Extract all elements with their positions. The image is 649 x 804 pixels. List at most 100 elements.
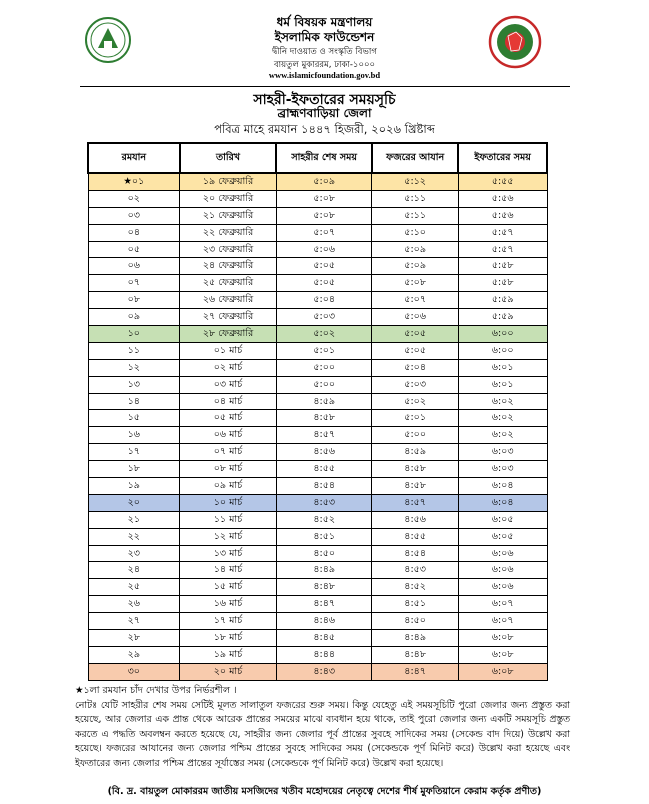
ramadan-day-cell: ১২	[87, 358, 181, 377]
column-header-date: তারিখ	[178, 142, 278, 174]
ramadan-day-cell: ১৮	[87, 460, 181, 479]
column-header-fajr-azan: ফজরের আযান	[370, 142, 460, 174]
iftar-time-cell: ৬:০৭	[457, 595, 548, 614]
iftar-time-cell: ৬:০২	[457, 409, 548, 428]
ramadan-day-cell: ২২	[87, 527, 181, 546]
table-row: ১৪ ০৪ মার্চ ৪:৫৯ ৫:০২ ৬:০২	[87, 392, 548, 411]
date-cell: ২৫ ফেব্রুয়ারি	[179, 274, 277, 293]
sehri-end-time-cell: ৪:৪৫	[275, 629, 373, 647]
ramadan-day-cell: ১৭	[87, 443, 181, 462]
iftar-time-cell: ৬:০৫	[457, 510, 548, 529]
table-row: ২০ ১০ মার্চ ৪:৫৩ ৪:৫৭ ৬:০৪	[87, 493, 548, 512]
table-row: ২২ ১২ মার্চ ৪:৫১ ৪:৫৫ ৬:০৫	[87, 527, 548, 546]
page-subtitle: পবিত্র মাহে রমযান ১৪৪৭ হিজরী, ২০২৬ খ্রিষ…	[214, 122, 435, 136]
schedule-table: রমযান তারিখ সাহরীর শেষ সময় ফজরের আযান ই…	[87, 142, 548, 681]
foundation-name: ইসলামিক ফাউন্ডেশন	[274, 30, 375, 44]
iftar-time-cell: ৫:৫৬	[457, 206, 548, 225]
fajr-azan-time-cell: ৫:১১	[371, 206, 459, 225]
fajr-azan-time-cell: ৫:০৪	[371, 358, 459, 377]
fajr-azan-time-cell: ৫:০৫	[371, 341, 459, 360]
page-title: সাহরী-ইফতারের সময়সূচি	[253, 92, 396, 108]
iftar-time-cell: ৬:০৩	[457, 460, 548, 479]
iftar-time-cell: ৫:৫৯	[457, 308, 548, 327]
table-row: ১৭ ০৭ মার্চ ৪:৫৬ ৪:৫৯ ৬:০৩	[87, 443, 548, 462]
date-cell: ০৫ মার্চ	[179, 409, 277, 428]
date-cell: ১২ মার্চ	[179, 527, 277, 546]
date-cell: ১৯ মার্চ	[179, 645, 277, 664]
table-row: ০৮ ২৬ ফেব্রুয়ারি ৫:০৪ ৫:০৭ ৫:৫৯	[87, 291, 548, 310]
fajr-azan-time-cell: ৪:৫৩	[371, 561, 459, 580]
ramadan-day-cell: ২৫	[87, 578, 181, 597]
sehri-end-time-cell: ৪:৫৯	[275, 392, 373, 411]
ramadan-day-cell: ০৮	[87, 291, 181, 310]
sehri-end-time-cell: ৫:০৩	[275, 308, 373, 327]
ramadan-day-cell: ২৬	[87, 595, 181, 614]
ramadan-day-cell: ১৪	[87, 392, 181, 411]
ramadan-day-cell: ২৮	[87, 629, 181, 647]
date-cell: ২০ ফেব্রুয়ারি	[179, 189, 277, 208]
iftar-time-cell: ৫:৫৯	[457, 291, 548, 310]
date-cell: ১৩ মার্চ	[179, 544, 277, 563]
iftar-time-cell: ৫:৫৭	[457, 240, 548, 259]
fajr-azan-time-cell: ৪:৪৭	[371, 662, 459, 681]
table-row: ০৪ ২২ ফেব্রুয়ারি ৫:০৭ ৫:১০ ৫:৫৭	[87, 223, 548, 242]
iftar-time-cell: ৬:০৭	[457, 612, 548, 631]
date-cell: ০৭ মার্চ	[179, 443, 277, 462]
iftar-time-cell: ৬:০০	[457, 325, 548, 343]
ramadan-day-cell: ২৭	[87, 612, 181, 631]
table-row: ০২ ২০ ফেব্রুয়ারি ৫:০৮ ৫:১১ ৫:৫৬	[87, 189, 548, 208]
sehri-end-time-cell: ৪:৪৪	[275, 645, 373, 664]
website-link[interactable]: www.islamicfoundation.gov.bd	[268, 70, 381, 80]
sehri-end-time-cell: ৪:৫১	[275, 527, 373, 546]
iftar-time-cell: ৫:৫৮	[457, 274, 548, 293]
sehri-end-time-cell: ৫:০০	[275, 358, 373, 377]
ramadan-day-cell: ১৯	[87, 477, 181, 495]
ramadan-day-cell: ★০১	[87, 172, 181, 191]
ramadan-day-cell: ১৫	[87, 409, 181, 428]
ramadan-day-cell: ১১	[87, 341, 181, 360]
date-cell: ১১ মার্চ	[179, 510, 277, 529]
fajr-azan-time-cell: ৪:৪৯	[371, 629, 459, 647]
table-row: ২৫ ১৫ মার্চ ৪:৪৮ ৪:৫২ ৬:০৬	[87, 578, 548, 597]
table-row: ১১ ০১ মার্চ ৫:০১ ৫:০৫ ৬:০০	[87, 341, 548, 360]
fajr-azan-time-cell: ৫:০০	[371, 426, 459, 445]
table-row: ২১ ১১ মার্চ ৪:৫২ ৪:৫৬ ৬:০৫	[87, 510, 548, 529]
date-cell: ১৪ মার্চ	[179, 561, 277, 580]
district-name: ব্রাহ্মণবাড়িয়া জেলা	[277, 106, 372, 120]
bangladesh-government-seal	[488, 15, 542, 69]
table-row: ০৬ ২৪ ফেব্রুয়ারি ৫:০৫ ৫:০৯ ৫:৫৮	[87, 257, 548, 276]
fajr-azan-time-cell: ৪:৫০	[371, 612, 459, 631]
fajr-azan-time-cell: ৪:৫৬	[371, 510, 459, 529]
iftar-time-cell: ৫:৫৭	[457, 223, 548, 242]
sehri-end-time-cell: ৪:৫৪	[275, 477, 373, 495]
table-row: ২৯ ১৯ মার্চ ৪:৪৪ ৪:৪৮ ৬:০৮	[87, 645, 548, 664]
sehri-end-time-cell: ৫:০৮	[275, 206, 373, 225]
fajr-azan-time-cell: ৪:৫৯	[371, 443, 459, 462]
moon-sighting-note: ★১লা রমযান চাঁদ দেখার উপর নির্ভরশীল ।	[75, 685, 237, 696]
sehri-end-time-cell: ৫:০৫	[275, 274, 373, 293]
date-cell: ০২ মার্চ	[179, 358, 277, 377]
iftar-time-cell: ৬:০২	[457, 426, 548, 445]
ramadan-day-cell: ২৩	[87, 544, 181, 563]
table-row: ১২ ০২ মার্চ ৫:০০ ৫:০৪ ৬:০১	[87, 358, 548, 377]
ramadan-day-cell: ২৪	[87, 561, 181, 580]
iftar-time-cell: ৫:৫৬	[457, 189, 548, 208]
date-cell: ২৪ ফেব্রুয়ারি	[179, 257, 277, 276]
table-row: ১৬ ০৬ মার্চ ৪:৫৭ ৫:০০ ৬:০২	[87, 426, 548, 445]
ramadan-day-cell: ১৩	[87, 375, 181, 394]
footer-note: (বি. দ্র. বায়তুল মোকাররম জাতীয় মসজিদের…	[107, 786, 542, 797]
sehri-end-time-cell: ৪:৪৮	[275, 578, 373, 597]
sehri-end-time-cell: ৪:৫০	[275, 544, 373, 563]
fajr-azan-time-cell: ৫:০৩	[371, 375, 459, 394]
iftar-time-cell: ৫:৫৮	[457, 257, 548, 276]
sehri-end-time-cell: ৪:৪৯	[275, 561, 373, 580]
sehri-end-time-cell: ৫:০৭	[275, 223, 373, 242]
iftar-time-cell: ৬:০৫	[457, 527, 548, 546]
sehri-end-time-cell: ৪:৫৩	[275, 493, 373, 512]
table-row: ০৫ ২৩ ফেব্রুয়ারি ৫:০৬ ৫:০৯ ৫:৫৭	[87, 240, 548, 259]
table-row: ২৪ ১৪ মার্চ ৪:৪৯ ৪:৫৩ ৬:০৬	[87, 561, 548, 580]
fajr-azan-time-cell: ৫:০৫	[371, 325, 459, 343]
ramadan-day-cell: ০৪	[87, 223, 181, 242]
sehri-end-time-cell: ৪:৫৭	[275, 426, 373, 445]
sehri-end-time-cell: ৫:০৪	[275, 291, 373, 310]
